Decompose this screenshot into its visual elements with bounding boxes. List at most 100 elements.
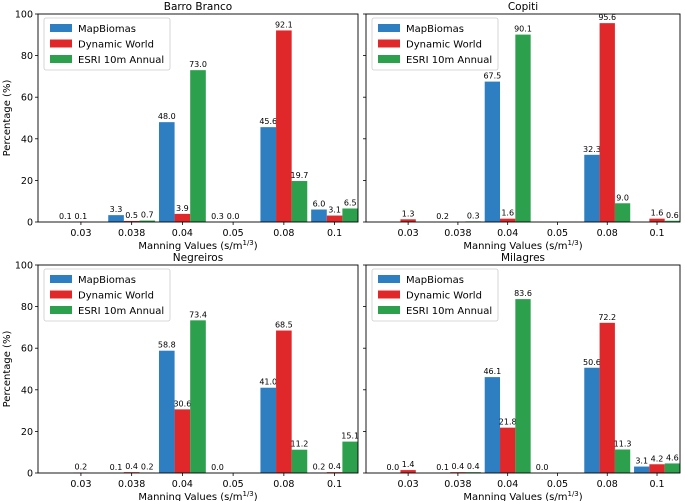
panel-title: Barro Branco <box>164 1 232 13</box>
x-tick-label: 0.05 <box>223 479 244 490</box>
bar-mapbiomas <box>584 154 600 222</box>
data-label: 6.5 <box>344 198 357 207</box>
data-label: 92.1 <box>275 20 293 29</box>
bar-dynamic-world <box>174 213 191 222</box>
bar-mapbiomas <box>158 350 175 473</box>
y-tick-label: 80 <box>21 51 33 62</box>
x-tick-label: 0.08 <box>273 479 294 490</box>
x-axis-label: Manning Values (s/m1/3) <box>138 490 257 501</box>
x-tick-label: 0.05 <box>547 228 568 239</box>
data-label: 0.0 <box>386 463 399 472</box>
data-label: 11.3 <box>614 439 632 448</box>
data-label: 19.7 <box>291 171 309 180</box>
data-label: 0.1 <box>59 212 72 221</box>
bar-mapbiomas <box>108 215 124 222</box>
data-label: 0.5 <box>125 211 138 220</box>
y-axis-label: Percentage (%) <box>2 331 13 408</box>
bar-mapbiomas <box>260 127 277 222</box>
data-label: 95.6 <box>598 13 616 22</box>
legend-swatch <box>378 39 400 48</box>
x-tick-label: 0.04 <box>172 479 193 490</box>
panel-0: Barro Branco 0 20 40 60 80 100 Percentage (%) 0.… <box>2 1 359 252</box>
bar-esri-10m-annual <box>664 220 680 222</box>
legend-swatch <box>378 306 400 314</box>
data-label: 46.1 <box>483 367 501 376</box>
x-tick-label: 0.03 <box>398 228 419 239</box>
x-tick-label: 0.03 <box>70 479 91 490</box>
plot-frame <box>37 13 359 223</box>
data-label: 1.6 <box>501 209 514 218</box>
y-tick-label: 80 <box>21 302 33 313</box>
data-label: 0.6 <box>666 211 679 220</box>
data-label: 6.0 <box>313 200 326 209</box>
bar-esri-10m-annual <box>515 34 531 223</box>
data-label: 1.4 <box>402 460 415 469</box>
data-label: 1.3 <box>402 209 415 218</box>
bar-esri-10m-annual <box>291 449 308 473</box>
bar-mapbiomas <box>260 387 277 473</box>
legend-swatch <box>378 290 400 299</box>
data-label: 72.2 <box>598 313 616 322</box>
x-tick-label: 0.04 <box>172 228 193 239</box>
legend-entry: ESRI 10m Annual <box>78 55 164 66</box>
legend-entry: Dynamic World <box>406 40 482 51</box>
legend-swatch <box>50 55 72 63</box>
plot-frame <box>365 264 681 474</box>
data-label: 45.6 <box>259 117 277 126</box>
legend-entry: MapBiomas <box>406 275 464 286</box>
data-label: 67.5 <box>483 72 501 81</box>
bar-mapbiomas <box>484 81 501 222</box>
legend: MapBiomas Dynamic World ESRI 10m Annual <box>371 268 499 322</box>
data-label: 3.1 <box>328 206 341 215</box>
x-tick-label: 0.05 <box>547 479 568 490</box>
bar-dynamic-world <box>599 322 615 473</box>
data-label: 9.0 <box>616 193 629 202</box>
legend-swatch <box>378 24 400 32</box>
legend-box <box>371 17 499 71</box>
bar-mapbiomas <box>584 367 600 473</box>
data-label: 32.3 <box>583 145 601 154</box>
legend-entry: Dynamic World <box>78 40 154 51</box>
bar-dynamic-world <box>500 427 516 473</box>
bar-dynamic-world <box>276 330 292 473</box>
legend-swatch <box>378 55 400 63</box>
legend-box <box>43 268 171 322</box>
data-label: 0.3 <box>467 211 480 220</box>
bar-mapbiomas <box>158 122 175 222</box>
bar-esri-10m-annual <box>190 320 206 473</box>
bar-dynamic-world <box>649 464 665 473</box>
x-tick-label: 0.1 <box>327 479 342 490</box>
data-label: 0.7 <box>141 211 154 220</box>
legend-swatch <box>50 306 72 314</box>
x-axis-label: Manning Values (s/m1/3) <box>463 490 582 501</box>
data-label: 50.6 <box>583 358 601 367</box>
legend-entry: Dynamic World <box>78 291 154 302</box>
bar-esri-10m-annual <box>342 208 358 222</box>
x-tick-label: 0.1 <box>649 479 664 490</box>
x-tick-label: 0.1 <box>649 228 664 239</box>
data-label: 0.2 <box>75 463 88 472</box>
data-label: 0.0 <box>227 212 240 221</box>
panel-title: Milagres <box>501 252 545 264</box>
legend-entry: Dynamic World <box>406 291 482 302</box>
y-tick-label: 20 <box>21 176 33 187</box>
data-label: 0.3 <box>211 212 224 221</box>
legend-swatch <box>50 39 72 48</box>
x-tick-label: 0.05 <box>223 228 244 239</box>
data-label: 15.1 <box>341 432 359 441</box>
bar-mapbiomas <box>311 209 327 222</box>
x-tick-label: 0.038 <box>444 479 471 490</box>
data-label: 48.0 <box>158 112 176 121</box>
data-label: 83.6 <box>514 289 532 298</box>
x-tick-label: 0.03 <box>70 228 91 239</box>
legend-entry: ESRI 10m Annual <box>78 306 164 317</box>
legend-box <box>43 17 171 71</box>
x-axis-label: Manning Values (s/m1/3) <box>463 239 582 252</box>
bar-dynamic-world <box>400 219 416 222</box>
data-label: 1.6 <box>651 209 664 218</box>
bar-esri-10m-annual <box>139 220 156 222</box>
data-label: 0.2 <box>141 463 154 472</box>
panel-1: Copiti 1.3 0.03 0.2 0.3 0.038 67.5 1.6 90.1 0.04 0… <box>363 1 681 252</box>
